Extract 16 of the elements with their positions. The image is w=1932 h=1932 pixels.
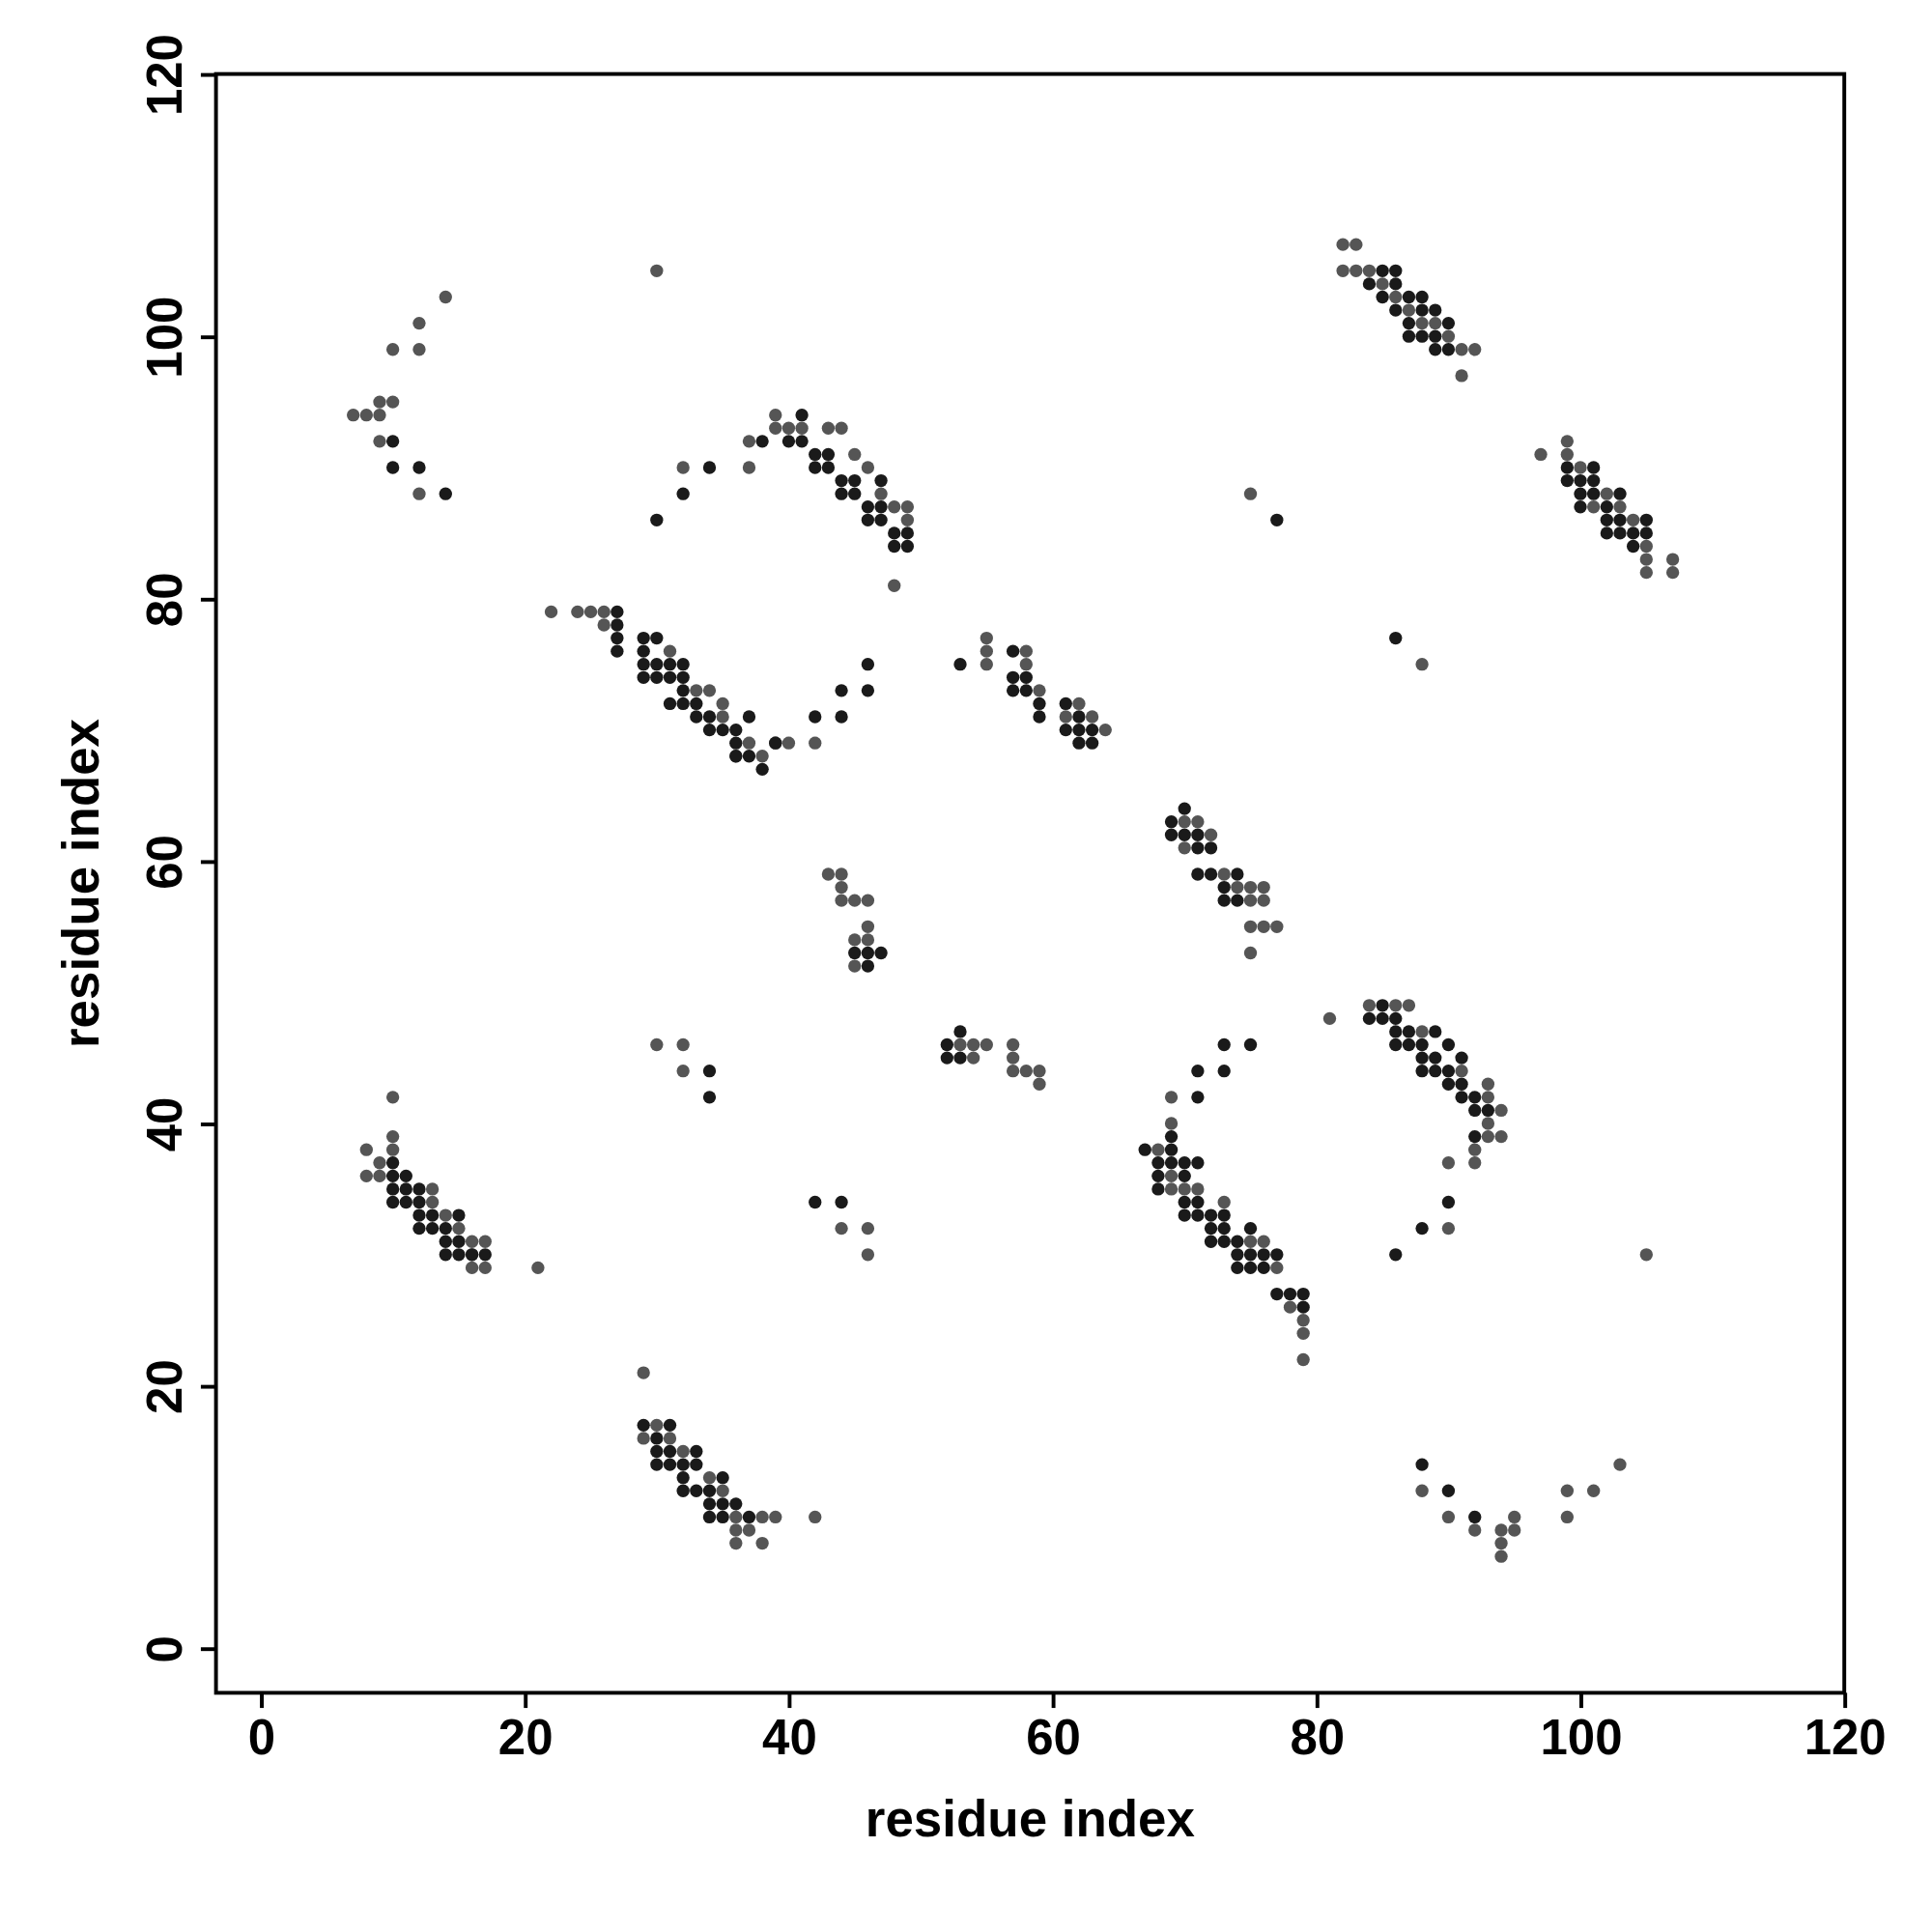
x-tick-label: 0 — [247, 1710, 276, 1766]
x-tick-label: 120 — [1804, 1710, 1887, 1766]
y-tick-label: 40 — [137, 1096, 193, 1152]
y-axis-title: residue index — [52, 718, 110, 1049]
x-tick-label: 80 — [1290, 1710, 1346, 1766]
y-tick-label: 100 — [137, 296, 193, 379]
y-tick-label: 60 — [137, 835, 193, 890]
x-axis-title: residue index — [865, 1790, 1196, 1848]
y-tick-label: 0 — [137, 1635, 193, 1663]
x-tick-label: 40 — [762, 1710, 817, 1766]
x-tick-label: 20 — [497, 1710, 554, 1766]
y-tick-label: 80 — [137, 572, 193, 628]
x-tick-label: 60 — [1026, 1710, 1081, 1766]
y-tick-label: 20 — [137, 1359, 193, 1414]
x-tick-label: 100 — [1540, 1710, 1623, 1766]
y-tick-label: 120 — [137, 34, 193, 117]
